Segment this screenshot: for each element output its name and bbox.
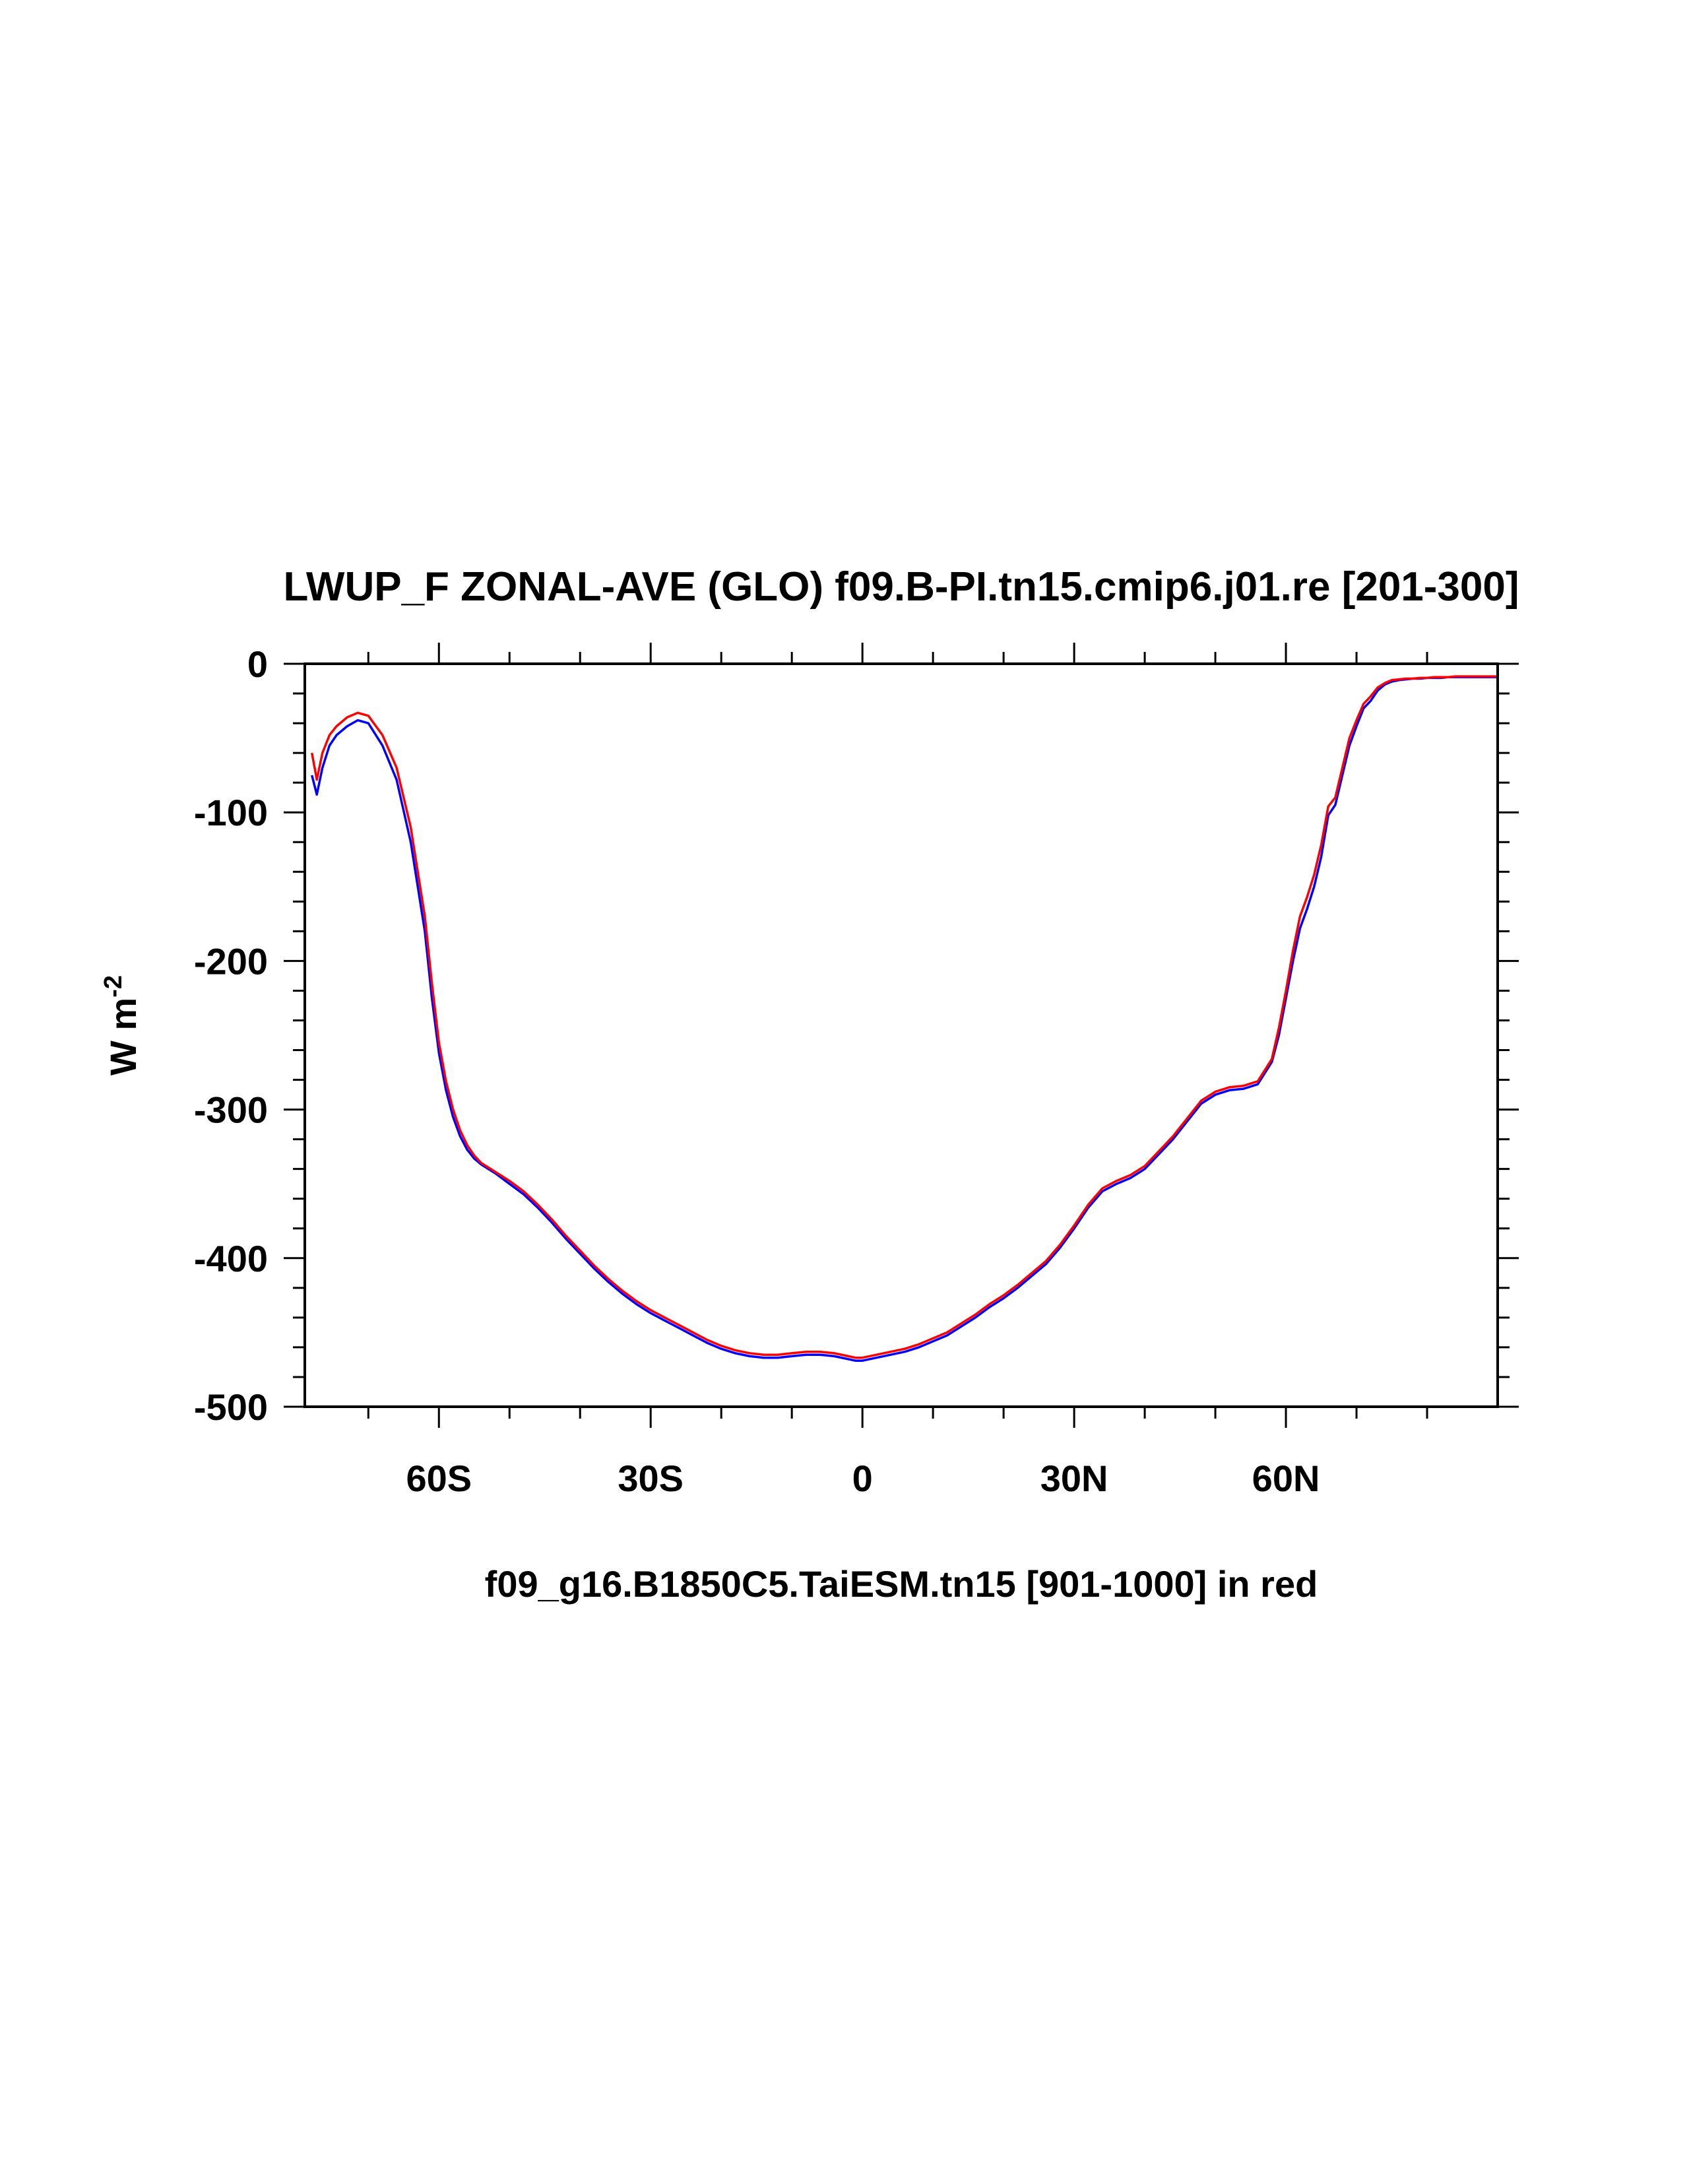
x-tick-label: 60S (406, 1458, 472, 1499)
y-axis-label-base: W m (102, 998, 144, 1076)
y-axis-label-superscript: -2 (100, 975, 127, 998)
x-axis-label: f09_g16.B1850C5.TaiESM.tn15 [901-1000] i… (485, 1563, 1318, 1605)
x-tick-label: 30N (1040, 1458, 1108, 1499)
x-tick-label: 0 (852, 1458, 873, 1499)
series-group (310, 675, 1496, 1362)
y-tick-label: -300 (194, 1089, 268, 1131)
chart-title: LWUP_F ZONAL-AVE (GLO) f09.B-PI.tn15.cmi… (283, 564, 1519, 610)
x-tick-label: 30S (618, 1458, 684, 1499)
y-tick-label: -200 (194, 940, 268, 982)
x-tick-label: 60N (1252, 1458, 1320, 1499)
axes: 60S 30S 0 30N 60N 0 -100 -200 -300 -400 -500 (194, 643, 1519, 1499)
y-tick-label: -400 (194, 1238, 268, 1279)
y-tick-label: -100 (194, 792, 268, 833)
series-line-red (310, 675, 1496, 1359)
y-tick-label: 0 (247, 643, 268, 685)
y-tick-label: -500 (194, 1386, 268, 1428)
plot-frame (303, 662, 1499, 1408)
y-axis-label: W m-2 (100, 975, 144, 1076)
series-line-blue (311, 676, 1496, 1362)
